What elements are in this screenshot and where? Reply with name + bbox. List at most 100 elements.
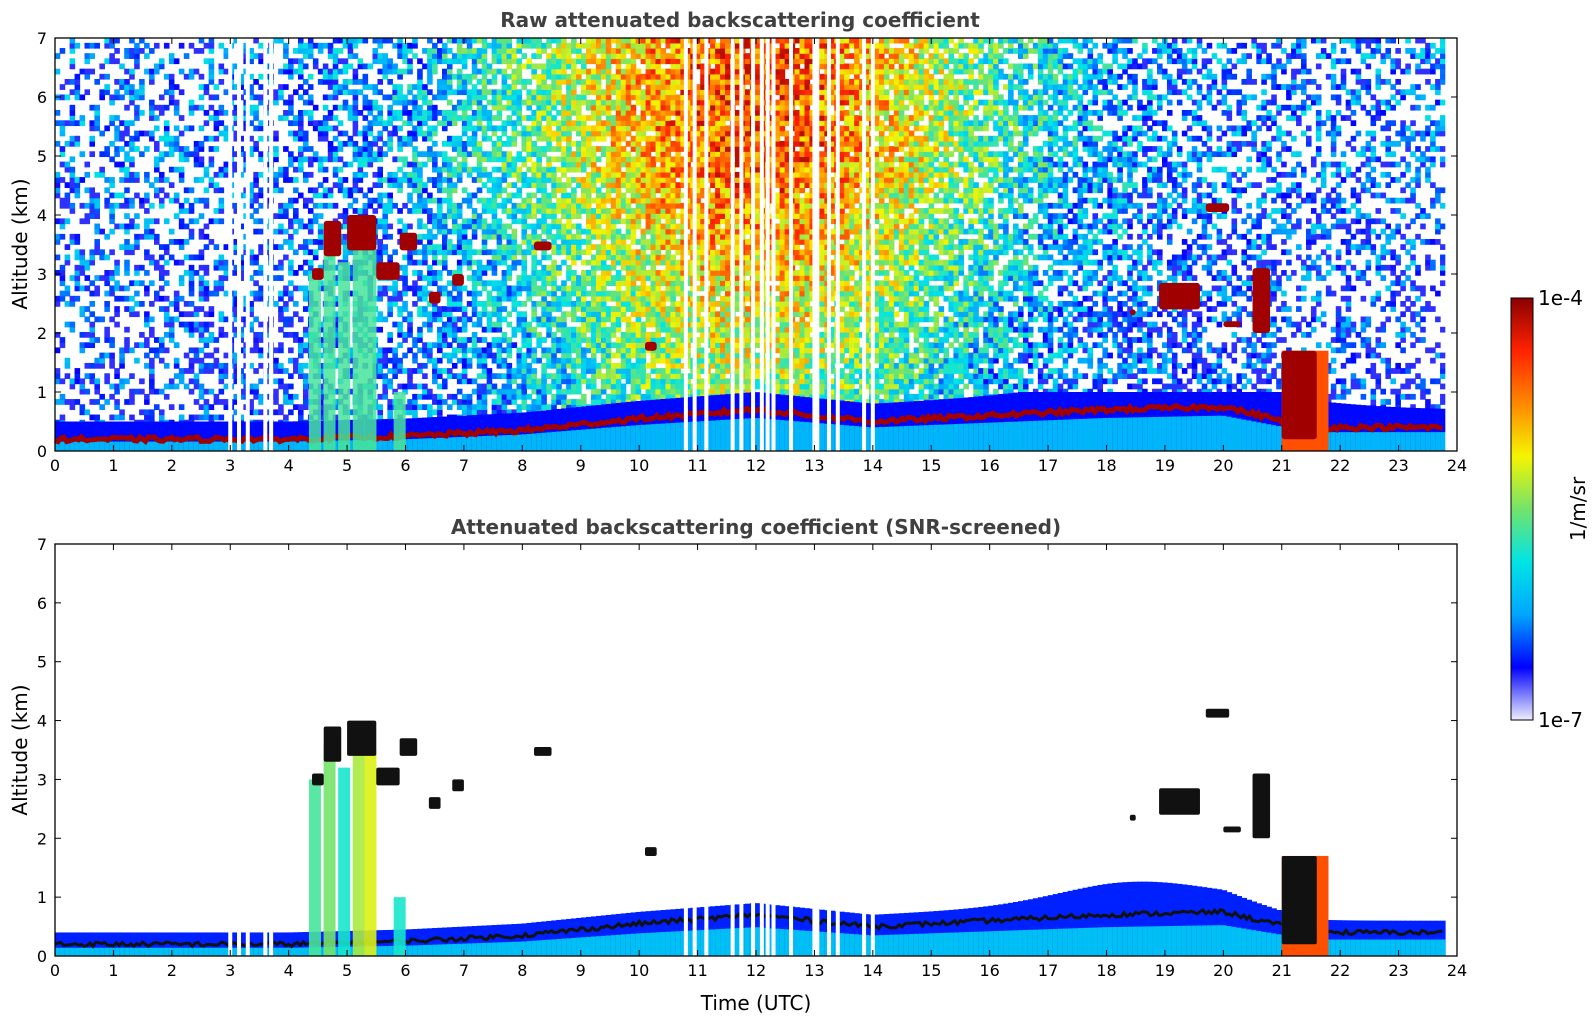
raw-noise-cell [566, 208, 572, 214]
raw-noise-cell [640, 233, 647, 240]
raw-noise-cell [446, 37, 453, 44]
raw-noise-cell [640, 104, 647, 111]
raw-noise-cell [536, 300, 542, 307]
raw-noise-cell [203, 362, 210, 369]
raw-noise-cell [362, 135, 369, 142]
raw-noise-cell [298, 166, 304, 173]
raw-noise-cell [446, 202, 453, 209]
raw-noise-cell [293, 120, 299, 127]
raw-noise-cell [590, 125, 597, 132]
raw-noise-cell [640, 166, 647, 173]
raw-noise-cell [89, 331, 96, 338]
raw-noise-cell [382, 393, 388, 400]
raw-noise-cell [253, 182, 259, 189]
raw-noise-cell [362, 84, 369, 90]
raw-noise-cell [203, 58, 210, 65]
raw-noise-cell [610, 89, 617, 96]
raw-noise-cell [188, 290, 195, 297]
raw-noise-cell [456, 104, 463, 111]
raw-noise-cell [551, 373, 557, 380]
raw-noise-cell [595, 337, 602, 343]
raw-noise-cell [620, 254, 627, 261]
raw-noise-cell [640, 161, 647, 168]
raw-noise-cell [531, 53, 537, 59]
raw-noise-cell [566, 383, 572, 390]
raw-noise-cell [183, 368, 190, 374]
raw-noise-cell [158, 63, 165, 70]
raw-noise-cell [620, 295, 627, 302]
raw-noise-cell [590, 182, 597, 189]
raw-noise-cell [317, 223, 324, 230]
raw-noise-cell [491, 213, 498, 219]
raw-noise-cell [109, 414, 115, 421]
raw-noise-cell [625, 68, 632, 75]
raw-noise-cell [590, 233, 597, 240]
raw-noise-cell [248, 120, 254, 127]
raw-noise-cell [630, 187, 637, 194]
raw-noise-cell [322, 156, 329, 163]
raw-noise-cell [581, 378, 587, 385]
raw-noise-cell [576, 352, 582, 359]
raw-noise-cell [258, 73, 264, 80]
raw-noise-cell [600, 275, 607, 281]
raw-noise-cell [352, 187, 359, 194]
raw-noise-cell [571, 79, 577, 85]
raw-noise-cell [422, 275, 428, 281]
raw-noise-cell [446, 58, 453, 65]
raw-noise-cell [168, 337, 175, 343]
raw-noise-cell [129, 177, 135, 183]
raw-noise-cell [144, 270, 150, 276]
raw-noise-cell [546, 316, 552, 323]
raw-noise-cell [486, 388, 493, 395]
raw-noise-cell [640, 177, 647, 183]
raw-noise-cell [238, 223, 244, 230]
raw-noise-cell [422, 63, 428, 70]
raw-noise-cell [79, 409, 86, 416]
raw-noise-cell [491, 197, 498, 204]
raw-noise-cell [104, 151, 110, 158]
raw-noise-cell [546, 362, 552, 369]
raw-noise-cell [581, 399, 587, 405]
raw-noise-cell [412, 290, 418, 297]
raw-noise-cell [377, 156, 384, 163]
raw-noise-cell [139, 89, 145, 96]
raw-noise-cell [442, 166, 448, 173]
raw-noise-cell [640, 156, 647, 163]
raw-noise-cell [620, 125, 627, 132]
raw-noise-cell [417, 368, 423, 374]
raw-noise-cell [223, 368, 230, 374]
raw-noise-cell [213, 115, 220, 121]
raw-noise-cell [427, 388, 433, 395]
raw-noise-cell [387, 192, 393, 199]
raw-noise-cell [198, 94, 205, 101]
raw-noise-cell [561, 244, 567, 250]
raw-noise-cell [422, 187, 428, 194]
raw-noise-cell [238, 73, 244, 80]
raw-noise-cell [64, 244, 71, 250]
raw-noise-cell [79, 151, 86, 158]
raw-noise-cell [581, 187, 587, 194]
raw-noise-cell [630, 259, 637, 266]
raw-noise-cell [630, 166, 637, 173]
raw-noise-cell [486, 368, 493, 374]
raw-noise-cell [417, 58, 423, 65]
raw-noise-cell [168, 182, 175, 189]
raw-noise-cell [69, 239, 76, 245]
raw-noise-cell [610, 295, 617, 302]
raw-noise-cell [437, 275, 443, 281]
raw-noise-cell [531, 275, 537, 281]
raw-noise-cell [486, 383, 493, 390]
raw-noise-cell [114, 311, 120, 318]
raw-noise-cell [94, 228, 100, 235]
raw-noise-cell [506, 352, 513, 359]
raw-noise-cell [620, 275, 627, 281]
raw-noise-cell [516, 79, 523, 85]
raw-noise-cell [481, 89, 488, 96]
raw-noise-cell [129, 393, 135, 400]
raw-noise-cell [456, 202, 463, 209]
raw-noise-cell [466, 166, 473, 173]
raw-noise-cell [456, 99, 463, 106]
raw-noise-cell [466, 399, 473, 405]
raw-noise-cell [74, 182, 81, 189]
